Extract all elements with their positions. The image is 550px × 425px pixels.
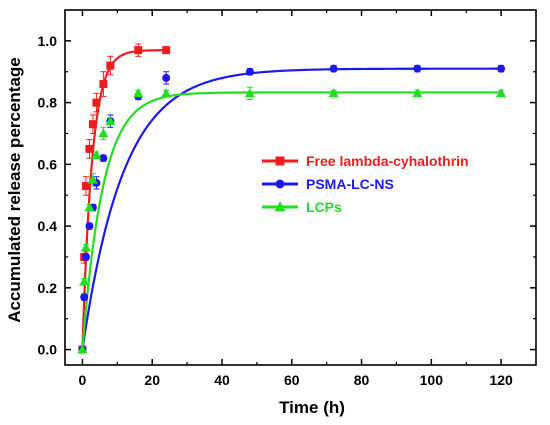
data-point-square-series-0 [89,121,96,128]
x-tick-label: 120 [489,372,513,388]
data-point-circle-series-1 [414,65,421,72]
data-point-square-series-0 [100,81,107,88]
y-tick-label: 0.0 [38,342,58,358]
data-point-square-series-0 [163,47,170,54]
fitted-curve-circle-series-1 [82,69,501,350]
legend-label: Free lambda-cyhalothrin [306,153,469,169]
error-bars [81,44,504,300]
legend: Free lambda-cyhalothrin PSMA-LC-NS LCPs [262,153,469,215]
x-tick-label: 20 [144,372,160,388]
x-tick-label: 80 [354,372,370,388]
data-point-square-series-0 [86,145,93,152]
x-tick-label: 0 [79,372,87,388]
x-axis-ticks: 0 20 40 60 80 100 120 [79,10,513,388]
y-tick-label: 0.4 [38,218,58,234]
data-point-triangle-series-2 [99,129,107,137]
plot-frame [65,10,536,365]
y-tick-label: 0.2 [38,280,58,296]
fitted-curves [82,50,501,349]
legend-label: LCPs [306,199,342,215]
y-tick-label: 1.0 [38,33,58,49]
x-axis-title: Time (h) [279,398,345,417]
legend-marker-square [276,157,284,165]
data-point-circle-series-1 [81,294,88,301]
data-point-square-series-0 [107,62,114,69]
data-point-circle-series-1 [330,65,337,72]
y-axis-ticks: 0.0 0.2 0.4 0.6 0.8 1.0 [38,33,536,358]
x-tick-label: 100 [420,372,444,388]
plot-border [65,10,536,365]
data-point-circle-series-1 [163,74,170,81]
legend-label: PSMA-LC-NS [306,176,394,192]
fitted-curve-square-series-0 [82,50,166,349]
data-point-circle-series-1 [82,253,89,260]
data-point-circle-series-1 [246,68,253,75]
data-point-square-series-0 [93,99,100,106]
data-point-square-series-0 [135,47,142,54]
legend-marker-circle [276,180,284,188]
y-tick-label: 0.6 [38,156,58,172]
data-point-circle-series-1 [498,65,505,72]
y-axis-title: Accumulated release percentage [5,57,24,323]
data-point-circle-series-1 [86,223,93,230]
y-tick-label: 0.8 [38,95,58,111]
x-tick-label: 60 [284,372,300,388]
x-tick-label: 40 [214,372,230,388]
